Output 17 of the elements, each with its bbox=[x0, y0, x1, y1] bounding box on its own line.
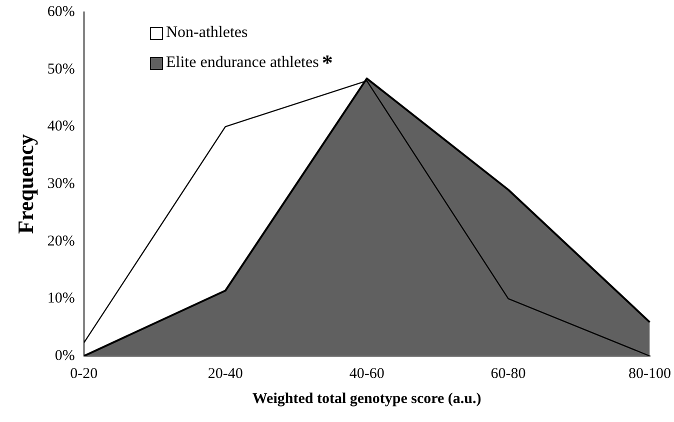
x-tick-label: 80-100 bbox=[628, 366, 671, 382]
x-tick-label: 20-40 bbox=[208, 366, 243, 382]
y-tick-label: 0% bbox=[54, 348, 75, 364]
annotation: * bbox=[322, 50, 333, 75]
y-tick-label: 10% bbox=[47, 290, 75, 307]
legend-label: Elite endurance athletes bbox=[166, 54, 319, 71]
y-tick-label: 20% bbox=[47, 233, 75, 250]
y-tick-label: 30% bbox=[47, 176, 75, 192]
y-tick-label: 60% bbox=[47, 4, 75, 20]
x-tick-label: 60-80 bbox=[490, 366, 526, 382]
legend-label: Non-athletes bbox=[165, 23, 249, 43]
y-axis-title: Frequency bbox=[12, 134, 38, 234]
y-tick-label: 40% bbox=[47, 118, 75, 135]
x-tick-label: 40-60 bbox=[349, 366, 384, 382]
y-tick-label: 50% bbox=[47, 61, 75, 78]
x-axis-title: Weighted total genotype score (a.u.) bbox=[252, 390, 482, 407]
x-tick-label: 0-20 bbox=[70, 366, 98, 382]
